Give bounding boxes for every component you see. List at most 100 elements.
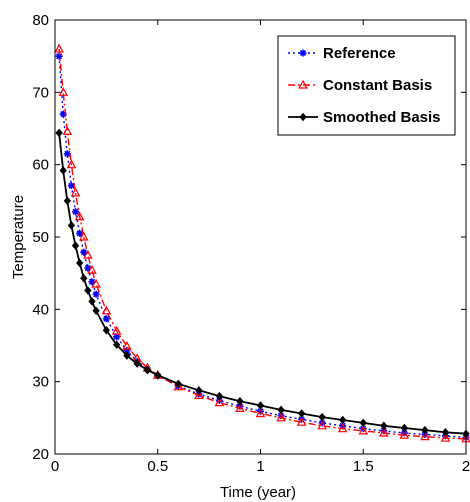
- data-point: [276, 412, 286, 422]
- diamond-marker: [380, 421, 388, 431]
- legend-marker: [298, 79, 308, 89]
- diamond-marker: [143, 365, 152, 375]
- triangle-marker: [399, 429, 410, 439]
- data-point: [83, 249, 93, 259]
- data-point: [55, 128, 63, 138]
- y-tick-label: 20: [32, 446, 49, 463]
- triangle-marker: [173, 381, 184, 391]
- data-point: [71, 241, 80, 250]
- triangle-marker: [317, 420, 327, 430]
- triangle-marker: [420, 431, 430, 441]
- triangle-marker: [337, 423, 348, 433]
- x-tick-label: 1.5: [353, 458, 374, 475]
- asterisk-stroke: [68, 182, 75, 189]
- data-point: [339, 415, 347, 425]
- data-point: [359, 418, 367, 428]
- data-point: [154, 370, 162, 380]
- y-tick-label: 60: [32, 157, 49, 174]
- legend-marker: [299, 112, 307, 122]
- data-point: [102, 315, 110, 323]
- legend-label: Constant Basis: [323, 77, 432, 94]
- data-point: [102, 326, 111, 335]
- diamond-marker: [400, 423, 409, 433]
- data-point: [214, 397, 225, 407]
- diamond-marker: [55, 128, 63, 138]
- diamond-marker: [299, 112, 307, 122]
- triangle-marker: [298, 79, 308, 89]
- data-point: [420, 431, 430, 441]
- data-point: [74, 211, 85, 221]
- legend-marker: [299, 49, 307, 57]
- data-point: [101, 305, 112, 315]
- data-point: [173, 381, 184, 391]
- data-point: [195, 386, 203, 395]
- legend-label: Reference: [323, 45, 396, 62]
- data-point: [70, 187, 81, 197]
- data-point: [123, 351, 131, 360]
- data-point: [297, 409, 306, 418]
- data-point: [215, 391, 224, 401]
- triangle-marker: [54, 43, 64, 53]
- diamond-marker: [236, 396, 244, 406]
- x-tick-label: 2: [462, 458, 470, 475]
- data-point: [399, 429, 410, 439]
- data-point: [76, 229, 84, 237]
- triangle-marker: [440, 432, 451, 442]
- triangle-marker: [378, 427, 389, 437]
- data-point: [111, 325, 122, 335]
- triangle-marker: [58, 87, 69, 96]
- data-point: [174, 379, 182, 389]
- data-point: [87, 265, 97, 274]
- legend-entries: Reference Constant Basis Smoothed Basis: [288, 45, 441, 126]
- diamond-marker: [76, 258, 84, 268]
- triangle-marker: [214, 397, 225, 407]
- triangle-marker: [276, 412, 286, 422]
- series-layer: [54, 43, 470, 443]
- triangle-marker: [70, 187, 81, 197]
- data-point: [67, 221, 76, 230]
- asterisk-stroke: [113, 333, 120, 340]
- data-point: [194, 390, 204, 400]
- data-point: [62, 126, 73, 135]
- legend-entry: Smoothed Basis: [288, 109, 441, 126]
- diamond-marker: [174, 379, 182, 389]
- diamond-marker: [102, 326, 111, 335]
- triangle-marker: [122, 340, 132, 350]
- asterisk-stroke: [76, 230, 83, 237]
- diamond-marker: [80, 273, 88, 283]
- data-point: [296, 416, 307, 426]
- data-point: [378, 427, 389, 437]
- data-point: [440, 432, 451, 442]
- data-point: [112, 340, 121, 350]
- asterisk-stroke: [93, 291, 100, 298]
- diamond-marker: [84, 286, 92, 295]
- triangle-marker: [91, 278, 101, 288]
- data-point: [400, 423, 409, 433]
- data-point: [84, 264, 92, 272]
- x-tick-label: 0.5: [147, 458, 168, 475]
- data-point: [91, 278, 101, 288]
- data-point: [92, 306, 100, 316]
- triangle-marker: [111, 325, 122, 335]
- data-point: [54, 43, 64, 53]
- data-point: [80, 248, 88, 256]
- diamond-marker: [215, 391, 224, 401]
- triangle-marker: [255, 408, 266, 418]
- diamond-marker: [88, 297, 96, 306]
- data-point: [72, 208, 80, 216]
- x-tick-label: 0: [51, 458, 59, 475]
- diamond-marker: [441, 428, 450, 437]
- y-tick-label: 40: [32, 301, 49, 318]
- diamond-marker: [133, 359, 141, 368]
- x-tick-label: 1: [256, 458, 264, 475]
- data-point: [277, 405, 285, 415]
- asterisk-stroke: [80, 249, 87, 256]
- data-point: [256, 401, 265, 410]
- triangle-marker: [235, 403, 245, 413]
- asterisk-stroke: [64, 150, 71, 157]
- diamond-marker: [359, 418, 367, 428]
- data-point: [88, 297, 96, 306]
- triangle-marker: [358, 425, 369, 435]
- data-point: [358, 425, 369, 435]
- y-tick-label: 30: [32, 374, 49, 391]
